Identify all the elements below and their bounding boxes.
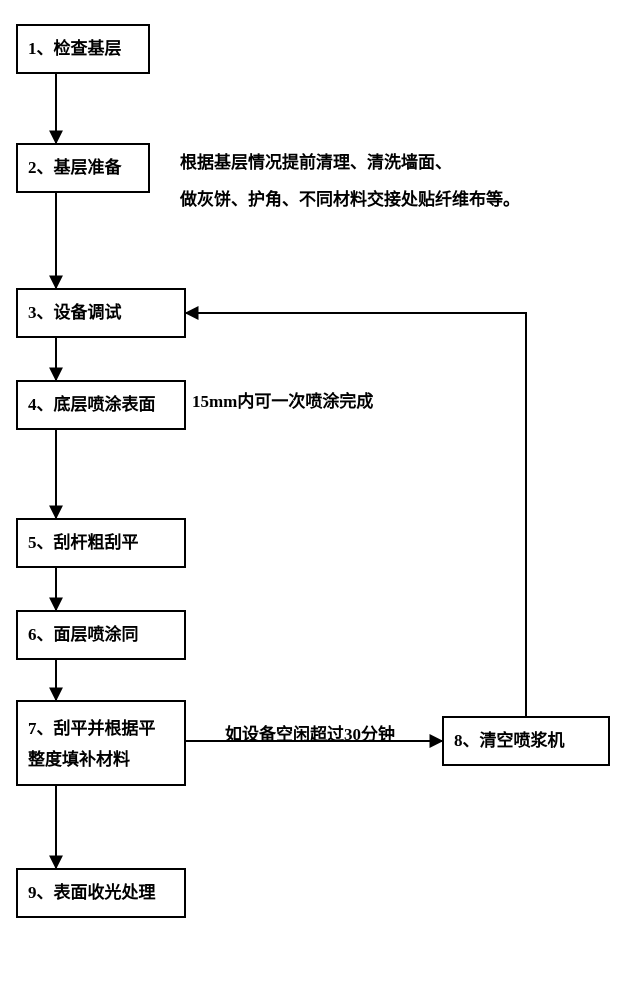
label: 1、检查基层 (28, 34, 122, 65)
step-9-finish-surface: 9、表面收光处理 (16, 868, 186, 918)
annotation-step-2: 根据基层情况提前清理、清洗墙面、 做灰饼、护角、不同材料交接处贴纤维布等。 (180, 144, 520, 219)
label: 9、表面收光处理 (28, 878, 156, 909)
step-4-base-spray: 4、底层喷涂表面 (16, 380, 186, 430)
step-7-scrape-fill: 7、刮平并根据平 整度填补材料 (16, 700, 186, 786)
label: 3、设备调试 (28, 298, 122, 329)
label: 6、面层喷涂同 (28, 620, 139, 651)
label: 4、底层喷涂表面 (28, 390, 156, 421)
annotation-step-4: 15mm内可一次喷涂完成 (192, 383, 373, 420)
step-5-rough-scrape: 5、刮杆粗刮平 (16, 518, 186, 568)
annotation-step-7: 如设备空闲超过30分钟 (225, 716, 395, 753)
label: 8、清空喷浆机 (454, 726, 565, 757)
step-2-base-prep: 2、基层准备 (16, 143, 150, 193)
step-6-top-spray: 6、面层喷涂同 (16, 610, 186, 660)
label: 7、刮平并根据平 整度填补材料 (28, 714, 156, 775)
label: 2、基层准备 (28, 153, 122, 184)
step-1-inspect-base: 1、检查基层 (16, 24, 150, 74)
step-8-clear-sprayer: 8、清空喷浆机 (442, 716, 610, 766)
label: 5、刮杆粗刮平 (28, 528, 139, 559)
step-3-equip-debug: 3、设备调试 (16, 288, 186, 338)
